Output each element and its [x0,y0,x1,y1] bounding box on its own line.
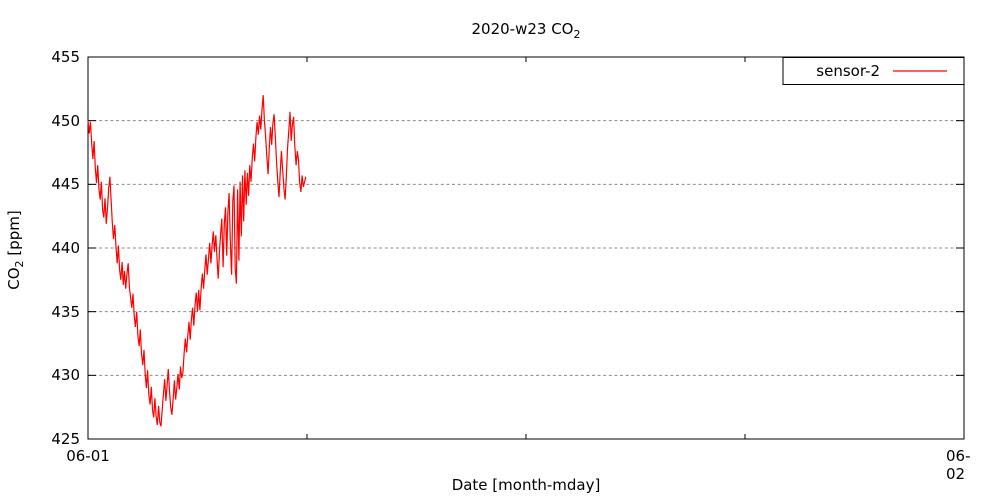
y-tick-label: 440 [51,239,80,257]
y-tick-label: 450 [51,111,80,130]
y-axis-label-text: CO [5,267,23,290]
plot-border [87,56,965,440]
y-tick-label: 455 [51,48,80,66]
chart-title-text: 2020-w23 CO [471,20,574,38]
x-tick-label: 06-01 [66,447,110,465]
legend-box [782,57,965,85]
series-sensor-2-line [87,95,307,427]
y-tick-label: 435 [51,302,80,321]
legend-label: sensor-2 [816,62,880,80]
y-tick-label: 430 [51,366,80,385]
chart-title-subscript: 2 [573,28,581,41]
y-tick-label: 445 [51,175,80,194]
y-axis-label-subscript: 2 [13,260,26,268]
y-tick-label: 425 [51,430,80,448]
x-tick-label: 06-02 [946,447,971,483]
x-axis-label: Date [month-mday] [451,476,601,494]
chart-title: 2020-w23 CO2 [88,20,964,44]
